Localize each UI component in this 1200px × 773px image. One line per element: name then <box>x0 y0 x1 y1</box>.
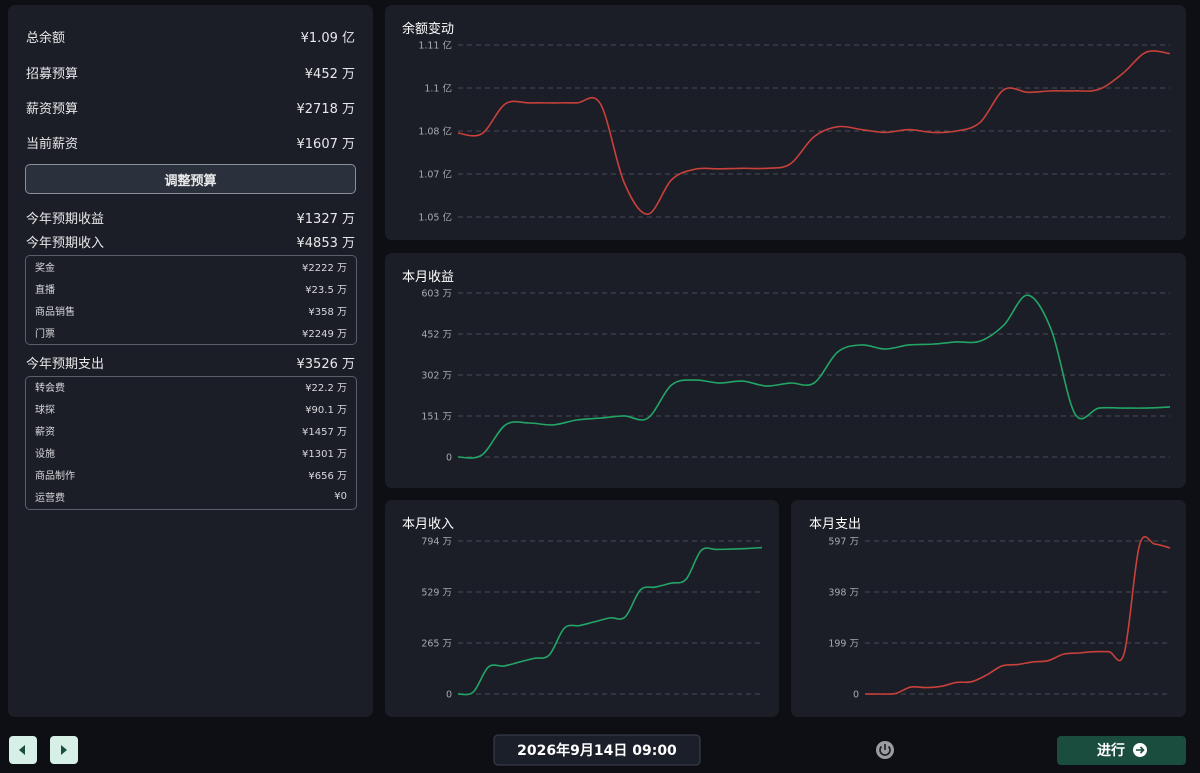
date-box <box>493 734 701 766</box>
y-tick-label: 529 万 <box>421 588 452 599</box>
expense-box: 转会费 ¥22.2 万 球探 ¥90.1 万 薪资 ¥1457 万 设施 ¥1301 万… <box>25 376 357 510</box>
value: ¥0 <box>334 490 347 502</box>
item: 球探 ¥90.1 万 <box>35 400 347 416</box>
line <box>457 546 763 696</box>
label: 总余额 <box>26 30 66 46</box>
summary-row: 总余额 ¥1.09 亿 <box>26 26 355 46</box>
value: ¥1.09 亿 <box>300 30 355 46</box>
summary-row: 当前薪资 ¥1607 万 <box>26 132 355 152</box>
y-tick-label: 0 <box>853 690 859 701</box>
y-tick-label: 302 万 <box>421 371 452 382</box>
y-tick-label: 452 万 <box>421 330 452 341</box>
label: 商品制作 <box>35 470 75 482</box>
chart-panel <box>385 5 1186 240</box>
y-tick-label: 1.11 亿 <box>418 40 452 52</box>
value: ¥90.1 万 <box>305 404 347 416</box>
chart-title: 本月收入 <box>402 517 454 532</box>
summary-row: 招募预算 ¥452 万 <box>26 62 355 82</box>
value: ¥22.2 万 <box>305 382 347 394</box>
y-tick-label: 1.1 亿 <box>424 83 452 95</box>
value: ¥2222 万 <box>302 262 347 274</box>
item: 门票 ¥2249 万 <box>35 324 347 340</box>
chart-panel <box>791 500 1186 717</box>
label: 球探 <box>35 404 55 416</box>
y-tick-label: 1.07 亿 <box>418 169 452 181</box>
next-icon <box>61 745 67 755</box>
item: 转会费 ¥22.2 万 <box>35 378 347 394</box>
chart-title: 本月支出 <box>809 517 861 532</box>
y-tick-label: 794 万 <box>421 537 452 548</box>
power-icon <box>879 744 891 756</box>
profit-row: 今年预期收益 ¥1327 万 <box>26 207 355 227</box>
value: ¥1457 万 <box>302 426 347 438</box>
chart-panel <box>385 500 779 717</box>
value: ¥3526 万 <box>296 356 356 372</box>
label: 今年预期收益 <box>26 211 105 227</box>
value: ¥1301 万 <box>302 448 347 460</box>
line <box>457 294 1171 459</box>
proceed-button[interactable] <box>1057 736 1186 765</box>
label: 运营费 <box>35 492 65 504</box>
summary-row: 薪资预算 ¥2718 万 <box>26 97 355 117</box>
chart-panel <box>385 253 1186 488</box>
chart-title: 余额变动 <box>402 21 454 37</box>
item: 设施 ¥1301 万 <box>35 444 347 460</box>
item: 薪资 ¥1457 万 <box>35 422 347 438</box>
label: 当前薪资 <box>26 136 79 152</box>
value: ¥1607 万 <box>296 136 356 152</box>
y-tick-label: 1.08 亿 <box>418 126 452 138</box>
proceed-arrow <box>1136 746 1145 754</box>
prev-icon <box>19 745 25 755</box>
label: 商品销售 <box>35 306 75 318</box>
y-tick-label: 1.05 亿 <box>418 212 452 224</box>
y-tick-label: 0 <box>446 690 452 701</box>
label: 设施 <box>35 448 55 460</box>
y-tick-label: 398 万 <box>828 588 859 599</box>
label: 招募预算 <box>26 66 79 82</box>
value: ¥656 万 <box>308 470 347 482</box>
date: 2026年9月14日 09:00 <box>517 742 677 759</box>
value: ¥358 万 <box>308 306 347 318</box>
label: 今年预期支出 <box>26 356 105 372</box>
label: 奖金 <box>35 262 55 274</box>
label: 转会费 <box>35 382 65 394</box>
y-tick-label: 199 万 <box>828 639 859 650</box>
label: 门票 <box>35 328 55 340</box>
adjust-button[interactable]: 调整预算 <box>25 164 356 194</box>
line <box>864 535 1171 695</box>
label: 今年预期收入 <box>26 235 105 251</box>
y-tick-label: 597 万 <box>828 537 859 548</box>
line <box>457 50 1171 215</box>
value: ¥2718 万 <box>296 101 356 117</box>
revenue-row: 今年预期收入 ¥4853 万 <box>26 231 355 251</box>
label: 薪资预算 <box>26 101 79 117</box>
y-tick-label: 151 万 <box>421 412 452 423</box>
item: 商品制作 ¥656 万 <box>35 466 347 482</box>
value: ¥1327 万 <box>296 211 356 227</box>
proceed-label[interactable]: 进行 <box>1097 742 1125 759</box>
y-tick-label: 0 <box>446 453 452 464</box>
chart-title: 本月收益 <box>402 270 454 285</box>
value: ¥23.5 万 <box>305 284 347 296</box>
value: ¥4853 万 <box>296 235 356 251</box>
item: 运营费 ¥0 <box>35 488 347 504</box>
item: 奖金 ¥2222 万 <box>35 258 347 274</box>
y-tick-label: 603 万 <box>421 289 452 300</box>
revenue-box: 奖金 ¥2222 万 直播 ¥23.5 万 商品销售 ¥358 万 门票 ¥2249 万 <box>25 255 357 345</box>
item: 商品销售 ¥358 万 <box>35 302 347 318</box>
label: 薪资 <box>35 426 55 438</box>
value: ¥2249 万 <box>302 328 347 340</box>
label: 直播 <box>35 284 55 296</box>
item: 直播 ¥23.5 万 <box>35 280 347 296</box>
expense-row: 今年预期支出 ¥3526 万 <box>26 352 355 372</box>
y-tick-label: 265 万 <box>421 638 452 649</box>
value: ¥452 万 <box>304 66 355 82</box>
